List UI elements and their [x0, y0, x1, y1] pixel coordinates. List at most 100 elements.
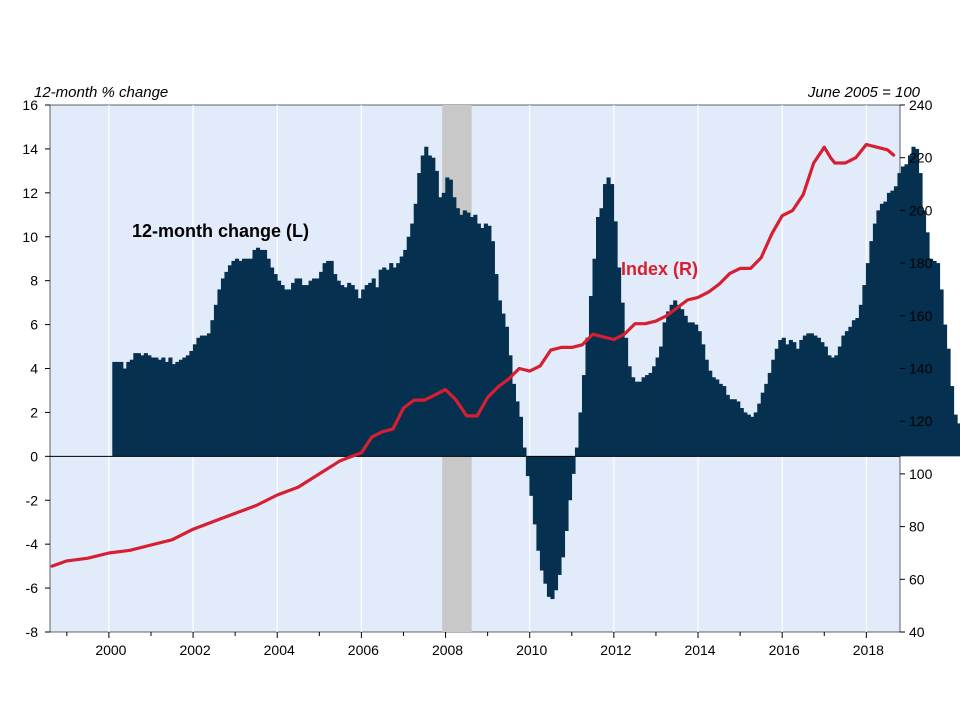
bar: [834, 355, 839, 457]
right-tick-label: 180: [909, 255, 933, 271]
bar: [245, 258, 250, 457]
bar: [182, 357, 187, 457]
bar: [792, 342, 797, 457]
bar: [445, 177, 450, 457]
bar: [368, 282, 373, 457]
bar: [743, 412, 748, 457]
bar: [266, 258, 271, 457]
bar: [655, 357, 660, 457]
bar: [802, 335, 807, 457]
left-tick-label: -8: [26, 624, 39, 640]
bar: [220, 278, 226, 457]
right-tick-label: 80: [909, 519, 925, 535]
bar: [957, 423, 960, 457]
bar: [210, 320, 215, 457]
bar: [557, 456, 562, 575]
bar: [522, 447, 527, 457]
bar: [403, 249, 408, 457]
x-tick-label: 2014: [684, 642, 715, 658]
bar: [241, 258, 247, 457]
bar: [287, 289, 292, 457]
bar: [711, 377, 716, 457]
bar: [799, 339, 804, 457]
bar: [603, 184, 608, 457]
bar: [410, 223, 415, 457]
bar: [872, 223, 878, 457]
bar: [518, 416, 523, 457]
bar: [354, 289, 359, 457]
bar: [396, 263, 401, 457]
bar: [687, 322, 692, 457]
bar: [823, 346, 828, 457]
bar: [497, 300, 502, 457]
bar: [312, 278, 317, 457]
bar: [918, 173, 923, 457]
bar: [431, 157, 436, 457]
bar: [932, 260, 937, 457]
bar: [939, 289, 944, 457]
bar: [140, 355, 145, 457]
bar: [641, 377, 646, 457]
bar: [869, 241, 874, 457]
bar: [795, 348, 800, 457]
bar: [648, 372, 653, 457]
bar: [841, 335, 846, 457]
bar: [192, 344, 198, 457]
x-tick-label: 2002: [179, 642, 210, 658]
bar: [858, 304, 863, 457]
bar: [585, 337, 590, 457]
bar: [946, 348, 951, 457]
right-tick-label: 120: [909, 413, 933, 429]
bar: [294, 278, 299, 457]
bar: [816, 337, 821, 457]
bar: [624, 337, 629, 457]
bar: [883, 201, 888, 457]
bar: [953, 414, 958, 457]
left-tick-label: 0: [30, 448, 38, 464]
bar: [217, 289, 222, 457]
bar: [652, 366, 657, 457]
bar: [298, 278, 303, 457]
bar: [666, 311, 671, 457]
bar: [301, 285, 306, 457]
bar: [890, 190, 895, 457]
bar: [567, 456, 573, 501]
x-tick-label: 2006: [348, 642, 379, 658]
bar: [305, 285, 310, 457]
bar: [382, 267, 387, 457]
bar: [196, 337, 201, 457]
bar: [133, 353, 138, 457]
bar: [774, 348, 779, 457]
bar: [291, 282, 296, 457]
bar: [206, 333, 212, 457]
bar: [480, 227, 485, 457]
bar: [732, 399, 737, 457]
bar: [147, 355, 152, 457]
bar: [683, 315, 688, 457]
bar: [270, 267, 275, 457]
right-tick-label: 200: [909, 202, 933, 218]
x-tick-label: 2008: [432, 642, 463, 658]
bar: [340, 285, 345, 457]
bar: [900, 166, 906, 457]
bar: [343, 287, 348, 457]
bar: [273, 274, 278, 457]
left-axis-tick-labels: -8 -6 -4 -2 0 2 4 6 8 10 12 14 16: [22, 97, 50, 640]
x-tick-label: 2016: [769, 642, 800, 658]
bar: [175, 361, 180, 457]
bar: [844, 331, 849, 457]
left-tick-label: -6: [26, 580, 39, 596]
bar: [161, 357, 166, 457]
bar: [361, 289, 366, 457]
bar: [694, 324, 699, 457]
bar: [610, 184, 615, 457]
bar: [553, 456, 559, 591]
bar: [164, 361, 169, 457]
bar: [119, 361, 124, 457]
left-tick-label: 2: [30, 404, 38, 420]
bar: [634, 381, 639, 457]
right-axis-tick-labels: 40 60 80 100 120 140 160 180 200 220 240: [900, 97, 933, 640]
x-tick-label: 2010: [516, 642, 547, 658]
bar: [234, 258, 240, 457]
bar: [813, 335, 818, 457]
